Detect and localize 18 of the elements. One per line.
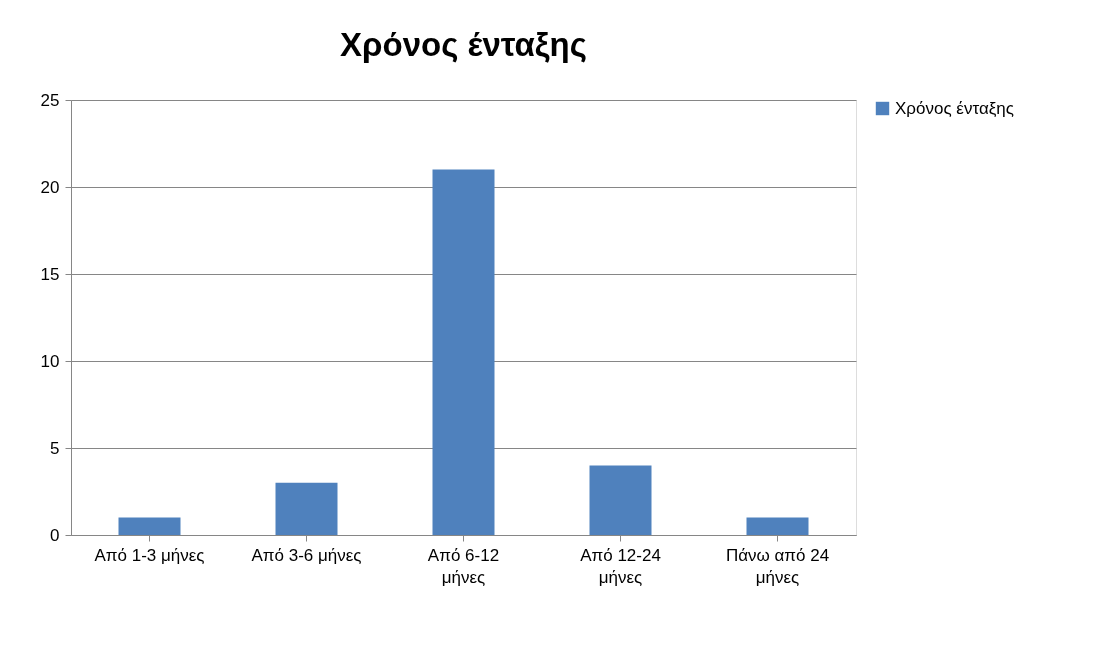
- x-tick-label: Από 3-6 μήνες: [251, 545, 362, 565]
- x-tick-label: Από 12-24 μήνες: [580, 545, 661, 587]
- x-tick-label: Πάνω από 24 μήνες: [725, 545, 830, 587]
- chart-title: Χρόνος ένταξης: [340, 26, 587, 63]
- x-tick-label: Από 1-3 μήνες: [94, 545, 205, 565]
- y-tick-label: 0: [50, 525, 60, 545]
- bar: [746, 517, 809, 535]
- x-tick-label: Από 6-12 μήνες: [427, 545, 500, 587]
- legend-label: Χρόνος ένταξης: [895, 98, 1014, 118]
- bar: [589, 465, 652, 535]
- y-tick-label: 10: [40, 351, 60, 371]
- y-tick-label: 20: [40, 177, 60, 197]
- bar: [118, 517, 181, 535]
- y-tick-label: 5: [50, 438, 60, 458]
- y-tick-label: 15: [40, 264, 60, 284]
- bar: [275, 482, 338, 535]
- y-tick-label: 25: [40, 90, 60, 110]
- bar: [432, 169, 495, 535]
